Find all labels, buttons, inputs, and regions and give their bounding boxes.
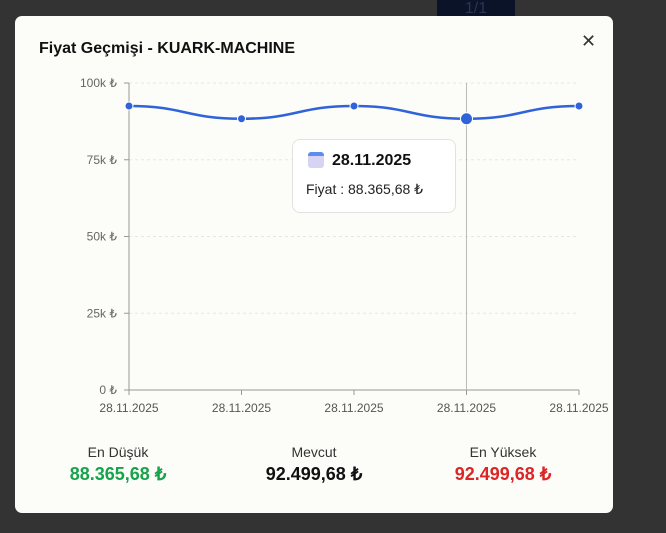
x-tick-label: 28.11.2025 [212, 401, 271, 415]
calendar-icon [308, 152, 324, 168]
data-point [574, 101, 584, 111]
chart-tooltip: 28.11.2025 Fiyat : 88.365,68 ₺ [292, 139, 456, 213]
x-tick-label: 28.11.2025 [99, 401, 158, 415]
stat-label: Mevcut [291, 444, 337, 460]
stat-min: En Düşük 88.365,68 ₺ [38, 444, 198, 485]
tooltip-price: Fiyat : 88.365,68 ₺ [306, 181, 424, 197]
data-point [349, 101, 359, 111]
y-tick-label: 25k ₺ [87, 306, 118, 320]
stat-value: 92.499,68 ₺ [454, 464, 552, 484]
data-point [124, 101, 134, 111]
x-tick-label: 28.11.2025 [437, 401, 496, 415]
y-tick-label: 75k ₺ [87, 153, 118, 167]
close-icon[interactable]: ✕ [581, 31, 597, 51]
stat-label: En Yüksek [469, 444, 537, 460]
y-tick-label: 0 ₺ [99, 383, 117, 397]
stat-label: En Düşük [87, 444, 149, 460]
stat-value: 88.365,68 ₺ [69, 464, 167, 484]
modal-title: Fiyat Geçmişi - KUARK-MACHINE [39, 40, 296, 57]
data-point [237, 114, 246, 124]
price-chart: 0 ₺25k ₺50k ₺75k ₺100k ₺28.11.2025 28.11.… [80, 76, 609, 415]
data-point [460, 112, 473, 126]
y-tick-label: 100k ₺ [80, 76, 117, 90]
stat-current: Mevcut 92.499,68 ₺ [234, 444, 394, 485]
background-tab: 1/1 [437, 0, 515, 17]
price-history-modal: Fiyat Geçmişi - KUARK-MACHINE ✕ 0 ₺ 25k ₺… [15, 16, 613, 513]
x-tick-label: 28.11.2025 [549, 401, 608, 415]
stat-max: En Yüksek 92.499,68 ₺ [423, 444, 583, 485]
stat-value: 92.499,68 ₺ [265, 464, 363, 484]
tooltip-date: 28.11.2025 [332, 152, 412, 169]
x-tick-label: 28.11.2025 [324, 401, 383, 415]
y-tick-label: 50k ₺ [87, 230, 118, 244]
